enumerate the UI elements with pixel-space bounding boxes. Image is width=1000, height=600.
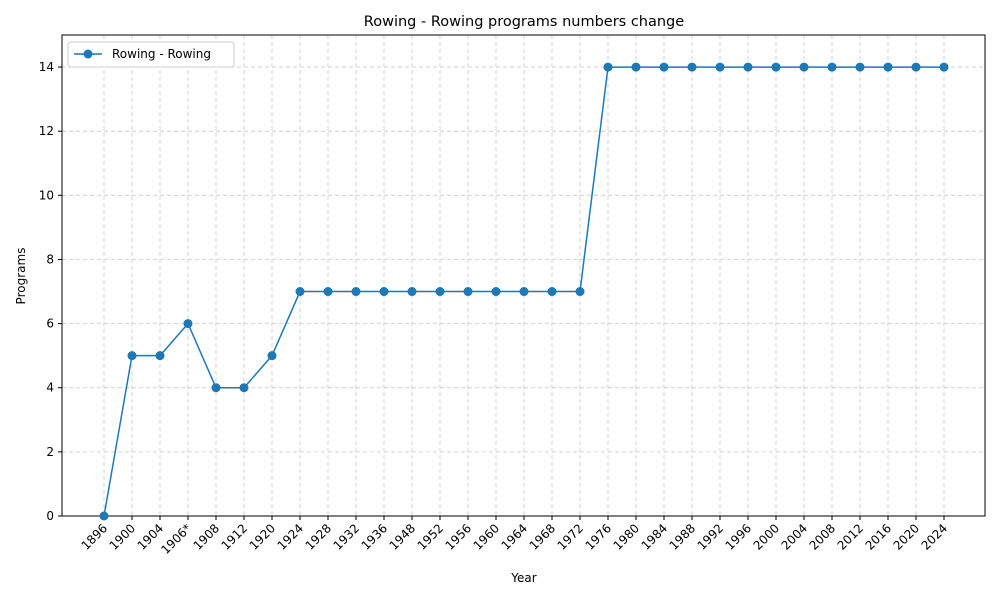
data-point [267,351,277,361]
x-tick-label: 2000 [751,521,782,552]
x-tick-label: 2024 [919,521,950,552]
x-tick-label: 1908 [191,521,222,552]
x-tick-label: 1984 [639,521,670,552]
x-tick-label: 1964 [499,521,530,552]
x-tick-label: 1972 [555,521,586,552]
x-tick-label: 1948 [387,521,418,552]
data-point [799,62,809,72]
series [99,62,949,521]
data-point [547,287,557,297]
data-point [435,287,445,297]
data-point [715,62,725,72]
x-tick-label: 1928 [303,521,334,552]
legend-marker-swatch [83,49,93,59]
ticks: 1896190019041906*19081912192019241928193… [39,60,950,557]
data-point [855,62,865,72]
data-point [407,287,417,297]
data-point [687,62,697,72]
x-tick-label: 1912 [219,521,250,552]
x-tick-label: 1896 [79,521,110,552]
x-tick-label: 1968 [527,521,558,552]
y-tick-label: 4 [46,381,54,395]
x-tick-label: 1992 [695,521,726,552]
x-tick-label: 1924 [275,521,306,552]
data-point [491,287,501,297]
x-axis-label: Year [510,571,536,585]
x-tick-label: 2004 [779,521,810,552]
plot-frame [61,34,986,517]
data-point [211,383,221,393]
data-point [99,511,109,521]
data-point [183,319,193,329]
x-tick-label: 1920 [247,521,278,552]
data-point [939,62,949,72]
chart-title: Rowing - Rowing programs numbers change [364,14,684,30]
data-point [631,62,641,72]
y-tick-label: 6 [46,317,54,331]
y-tick-label: 2 [46,445,54,459]
x-tick-label: 1900 [107,521,138,552]
data-point [575,287,585,297]
x-tick-label: 1960 [471,521,502,552]
x-tick-label: 1988 [667,521,698,552]
x-tick-label: 2012 [835,521,866,552]
data-point [883,62,893,72]
data-point [155,351,165,361]
x-tick-label: 1936 [359,521,390,552]
legend-label: Rowing - Rowing [112,47,211,61]
grid [62,35,985,517]
y-tick-label: 0 [46,509,54,523]
y-tick-label: 10 [39,188,54,202]
legend: Rowing - Rowing [67,41,235,68]
x-tick-label: 2008 [807,521,838,552]
data-point [659,62,669,72]
x-tick-label: 1932 [331,521,362,552]
data-point [911,62,921,72]
data-point [827,62,837,72]
data-point [743,62,753,72]
data-point [519,287,529,297]
legend-box [67,41,235,68]
x-tick-label: 1980 [611,521,642,552]
x-tick-label: 2020 [891,521,922,552]
data-point [463,287,473,297]
data-point [239,383,249,393]
y-tick-label: 14 [39,60,54,74]
y-axis-label: Programs [14,248,28,305]
data-point [295,287,305,297]
data-point [323,287,333,297]
x-tick-label: 2016 [863,521,894,552]
data-point [771,62,781,72]
data-point [127,351,137,361]
x-tick-label: 1996 [723,521,754,552]
x-tick-label: 1906* [158,521,194,557]
x-tick-label: 1956 [443,521,474,552]
data-point [379,287,389,297]
x-tick-label: 1976 [583,521,614,552]
axes [61,34,986,517]
data-point [351,287,361,297]
y-tick-label: 12 [39,124,54,138]
y-tick-label: 8 [46,252,54,266]
data-point [603,62,613,72]
x-tick-label: 1952 [415,521,446,552]
